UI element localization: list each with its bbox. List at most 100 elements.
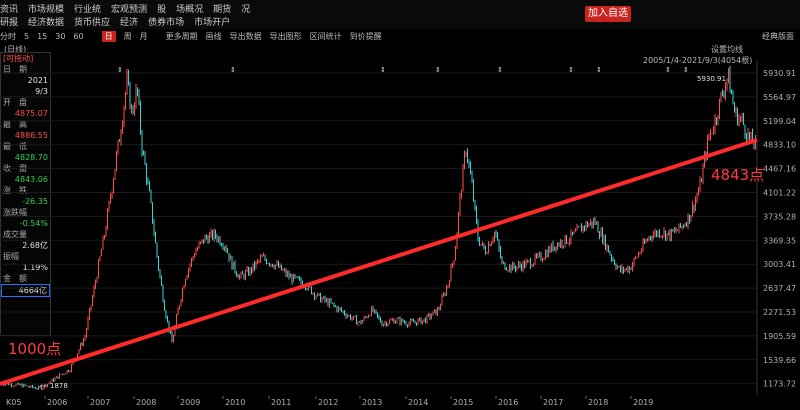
end-annotation: 4843点 xyxy=(711,166,764,184)
close-value: 4843.06 xyxy=(14,175,48,184)
price-tick-label: 1173.72 xyxy=(763,380,796,389)
low-label: 最 低 xyxy=(3,142,27,151)
toolbar-item[interactable]: 分时 xyxy=(0,32,16,41)
year-tick-label: 2016 xyxy=(498,398,518,407)
menu-item[interactable]: 经济数据 xyxy=(28,18,65,28)
high-value: 4886.55 xyxy=(14,131,48,140)
change-value: -26.35 xyxy=(22,197,48,206)
open-label: 开 盘 xyxy=(3,98,27,107)
year-tick-label: 2012 xyxy=(318,398,338,407)
price-tick-label: 5564.97 xyxy=(763,93,796,102)
toolbar-item[interactable]: 月 xyxy=(139,32,148,41)
toolbar-item[interactable]: 15 xyxy=(37,32,48,41)
price-tick-label: 5199.04 xyxy=(763,117,796,126)
low-value: 4828.70 xyxy=(14,153,48,162)
event-marker-icon[interactable]: ⇕ xyxy=(117,66,123,74)
trend-line xyxy=(0,138,758,386)
menu-item[interactable]: 行业统 xyxy=(74,5,102,15)
menu-row-top: 资讯 市场规模 行业统 宏观预测股场概况 期货况 xyxy=(0,2,250,15)
menu-row-bottom: 研报 经济数据 货币供应 经济 债券市场 市场开户 xyxy=(0,15,230,28)
event-marker-icon[interactable]: ⇕ xyxy=(435,66,441,74)
price-tick-label: 3003.41 xyxy=(763,260,796,269)
start-annotation: 1000点 xyxy=(8,340,61,358)
event-markers: ⇕ ⇕ ⇕ ⇕ ⇕ ⇕ ⇕ ⇕ ⇕ xyxy=(117,66,689,74)
amount-value: 4664亿 xyxy=(1,284,50,297)
year-tick-label: 2011 xyxy=(271,398,291,407)
high-annotation: 5930.91 xyxy=(697,75,726,83)
toolbar-item[interactable]: 日 xyxy=(101,31,116,42)
menu-item[interactable]: 经济 xyxy=(120,18,139,28)
open-value: 4875.07 xyxy=(14,109,48,118)
event-marker-icon[interactable]: ⇕ xyxy=(665,66,671,74)
price-tick-label: 1905.59 xyxy=(763,332,796,341)
event-marker-icon[interactable]: ⇕ xyxy=(568,66,574,74)
menu-item[interactable]: 债券市场 xyxy=(148,18,185,28)
year-tick-label: 2013 xyxy=(362,398,382,407)
menu-item[interactable]: 况 xyxy=(241,5,251,15)
toolbar-item[interactable]: 导出数据 xyxy=(229,32,262,41)
year-tick-label: 2018 xyxy=(588,398,608,407)
menu-item[interactable]: 市场规模 xyxy=(28,5,65,15)
price-tick-label: 3369.35 xyxy=(763,236,796,245)
price-tick-label: 5930.91 xyxy=(763,69,796,78)
year-tick-label: 2017 xyxy=(543,398,563,407)
event-marker-icon[interactable]: ⇕ xyxy=(230,66,236,74)
toolbar-item[interactable]: 更多周期 xyxy=(165,32,198,41)
add-to-watchlist-button[interactable]: 加入自选 xyxy=(585,6,631,22)
period-toolbar: 分时 5 15 30 60 日周月 更多周期 画线 导出数据 导出图形 区间统计 到价提醒 经典版面 xyxy=(0,30,800,43)
amplitude-label: 振幅 xyxy=(3,252,19,261)
event-marker-icon[interactable]: ⇕ xyxy=(683,66,689,74)
volume-label: 成交量 xyxy=(3,230,27,239)
toolbar-item[interactable]: 导出图形 xyxy=(269,32,302,41)
menu-item[interactable]: 资讯 xyxy=(0,5,19,15)
toolbar-item[interactable]: 60 xyxy=(73,32,84,41)
price-tick-label: 2637.47 xyxy=(763,284,796,293)
toolbar-item[interactable]: 到价提醒 xyxy=(349,32,382,41)
year-tick-label: 2008 xyxy=(136,398,156,407)
menu-item[interactable]: 宏观预测 xyxy=(111,5,148,15)
menu-item[interactable]: 市场开户 xyxy=(194,18,231,28)
volume-value: 2.68亿 xyxy=(22,241,48,250)
date-range-label: 2005/1/4-2021/9/3(4054根) xyxy=(643,56,753,65)
candlestick-series xyxy=(0,65,756,390)
year-tick-label: 2019 xyxy=(633,398,653,407)
event-marker-icon[interactable]: ⇕ xyxy=(380,66,386,74)
menu-item[interactable]: 股 xyxy=(157,5,167,15)
classic-layout-button[interactable]: 经典版面 xyxy=(762,32,794,41)
high-label: 最 高 xyxy=(3,120,27,129)
date-label: 日 期 xyxy=(3,65,27,74)
price-tick-label: 4833.10 xyxy=(763,141,796,150)
settings-ma-button[interactable]: 设置均线 xyxy=(711,45,743,54)
toolbar-item[interactable]: 5 xyxy=(24,32,30,41)
event-marker-icon[interactable]: ⇕ xyxy=(497,66,503,74)
low-annotation: 1878 xyxy=(50,382,68,390)
menu-item[interactable]: 期货 xyxy=(213,5,232,15)
toolbar-item[interactable]: 周 xyxy=(123,32,132,41)
date-year: 2021 xyxy=(27,76,48,85)
year-tick-label: 2015 xyxy=(453,398,473,407)
year-axis: K05 2006 2007 2008 2009 2010 2011 2012 2013 2014 2… xyxy=(6,396,653,407)
menu-item[interactable]: 研报 xyxy=(0,18,19,28)
year-tick-label: 2010 xyxy=(225,398,245,407)
top-menubar: 资讯 市场规模 行业统 宏观预测股场概况 期货况 研报 经济数据 货币供应 经济 债券市场 市场开… xyxy=(0,0,800,29)
quote-info-panel[interactable]: [可拖动] 日 期 2021 9/3 开 盘 4875.07 最 高 4886.… xyxy=(0,52,51,336)
year-tick-label: 2009 xyxy=(180,398,200,407)
year-tick-label: K05 xyxy=(6,398,21,407)
toolbar-item[interactable]: 画线 xyxy=(205,32,222,41)
period-tag: (日线) xyxy=(4,45,27,54)
amplitude-value: 1.19% xyxy=(22,263,48,272)
toolbar-item[interactable]: 30 xyxy=(55,32,66,41)
amount-label: 金 额 xyxy=(3,274,27,283)
year-tick-label: 2007 xyxy=(90,398,110,407)
price-tick-label: 1539.66 xyxy=(763,356,796,365)
menu-item[interactable]: 场概况 xyxy=(176,5,204,15)
pct-value: -0.54% xyxy=(19,219,48,228)
menu-item[interactable]: 货币供应 xyxy=(74,18,111,28)
price-tick-label: 4101.22 xyxy=(763,189,796,198)
toolbar-item[interactable]: 区间统计 xyxy=(309,32,342,41)
movable-tag: [可拖动] xyxy=(3,54,34,63)
grid-lines xyxy=(0,60,758,395)
event-marker-icon[interactable]: ⇕ xyxy=(596,66,602,74)
price-tick-label: 2271.53 xyxy=(763,308,796,317)
